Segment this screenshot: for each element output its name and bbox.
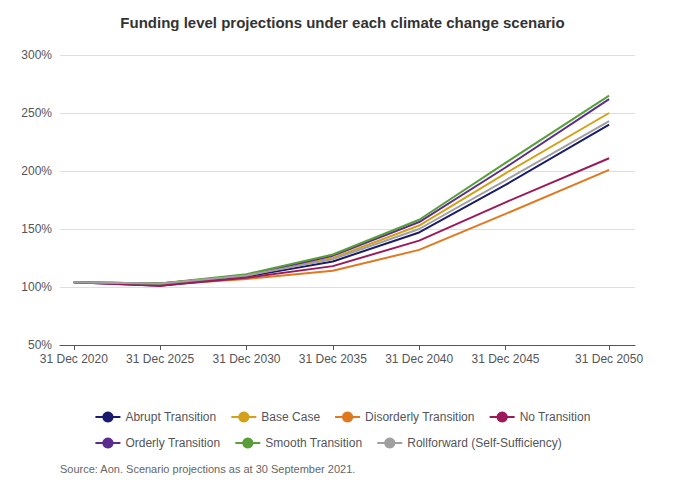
svg-text:Base Case: Base Case: [261, 410, 320, 424]
svg-text:50%: 50%: [28, 338, 52, 352]
svg-text:Smooth Transition: Smooth Transition: [265, 436, 362, 450]
svg-text:200%: 200%: [21, 164, 52, 178]
svg-text:Funding level projections unde: Funding level projections under each cli…: [120, 14, 564, 31]
svg-text:300%: 300%: [21, 48, 52, 62]
svg-text:31 Dec 2030: 31 Dec 2030: [212, 352, 280, 366]
svg-text:31 Dec 2045: 31 Dec 2045: [471, 352, 539, 366]
svg-text:Rollforward (Self-Sufficiency): Rollforward (Self-Sufficiency): [407, 436, 561, 450]
svg-text:Disorderly Transition: Disorderly Transition: [365, 410, 474, 424]
svg-text:31 Dec 2050: 31 Dec 2050: [575, 352, 643, 366]
svg-text:Abrupt Transition: Abrupt Transition: [125, 410, 216, 424]
svg-text:31 Dec 2040: 31 Dec 2040: [385, 352, 453, 366]
svg-text:31 Dec 2035: 31 Dec 2035: [299, 352, 367, 366]
svg-text:100%: 100%: [21, 280, 52, 294]
svg-text:31 Dec 2025: 31 Dec 2025: [126, 352, 194, 366]
svg-text:250%: 250%: [21, 106, 52, 120]
svg-text:No Transition: No Transition: [520, 410, 591, 424]
svg-text:Orderly Transition: Orderly Transition: [125, 436, 220, 450]
svg-text:31 Dec 2020: 31 Dec 2020: [40, 352, 108, 366]
svg-text:150%: 150%: [21, 222, 52, 236]
svg-text:Source: Aon. Scenario projecti: Source: Aon. Scenario projections as at …: [60, 463, 355, 475]
